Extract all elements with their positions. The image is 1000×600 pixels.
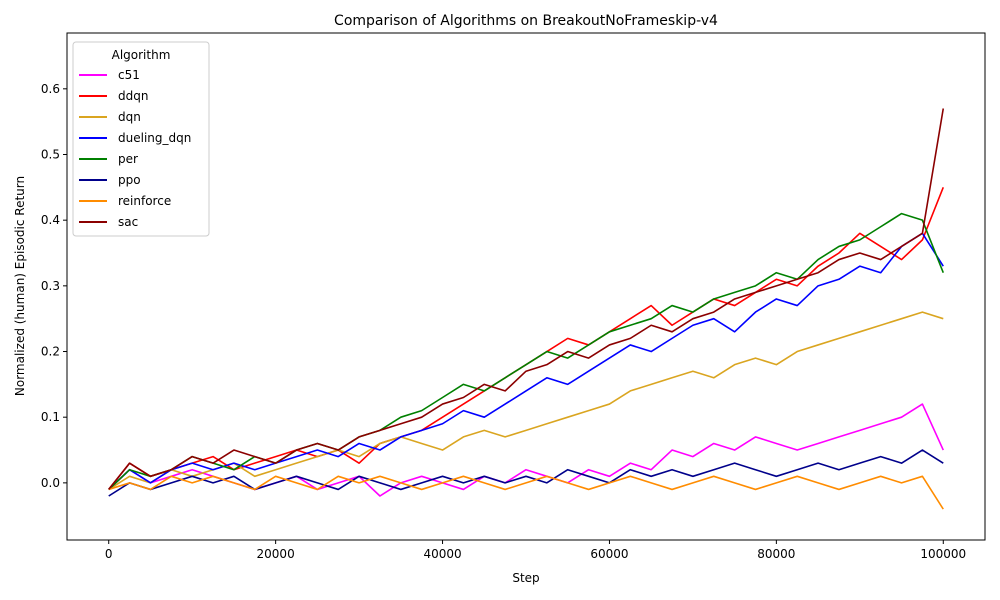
y-tick-label: 0.3 — [41, 279, 60, 293]
legend-label: ppo — [118, 173, 141, 187]
y-axis: 0.0 0.1 0.2 0.3 0.4 0.5 0.6 — [41, 82, 67, 490]
x-tick-label: 20000 — [257, 547, 295, 561]
legend-title: Algorithm — [112, 48, 171, 62]
y-tick-label: 0.4 — [41, 213, 60, 227]
legend-frame — [72, 41, 210, 237]
legend-label: reinforce — [118, 194, 171, 208]
y-tick-label: 0.6 — [41, 82, 60, 96]
legend-label: ddqn — [118, 89, 148, 103]
plot-frame — [66, 32, 986, 541]
legend-label: sac — [118, 215, 138, 229]
series-line-per — [108, 212, 945, 491]
legend-label: dqn — [118, 110, 141, 124]
legend-label: per — [118, 152, 138, 166]
legend-label: c51 — [118, 68, 140, 82]
series-line-ppo — [108, 449, 944, 497]
y-tick-label: 0.2 — [41, 345, 60, 359]
series-layer — [108, 108, 945, 510]
x-tick-label: 100000 — [920, 547, 966, 561]
x-tick-label: 80000 — [757, 547, 795, 561]
y-tick-label: 0.1 — [41, 410, 60, 424]
legend-label: dueling_dqn — [118, 131, 191, 145]
y-tick-label: 0.0 — [41, 476, 60, 490]
x-tick-label: 0 — [105, 547, 113, 561]
chart-title: Comparison of Algorithms on BreakoutNoFr… — [334, 13, 718, 29]
x-tick-label: 60000 — [590, 547, 628, 561]
series-line-dqn — [108, 311, 944, 491]
y-axis-title: Normalized (human) Episodic Return — [13, 176, 27, 396]
x-tick-label: 40000 — [423, 547, 461, 561]
y-tick-label: 0.5 — [41, 147, 60, 161]
x-axis-title: Step — [512, 571, 539, 585]
x-axis: 0 20000 40000 60000 80000 100000 — [105, 540, 966, 561]
series-line-dueling-dqn — [108, 232, 944, 491]
series-line-reinforce — [108, 475, 944, 510]
series-line-sac — [108, 108, 945, 490]
